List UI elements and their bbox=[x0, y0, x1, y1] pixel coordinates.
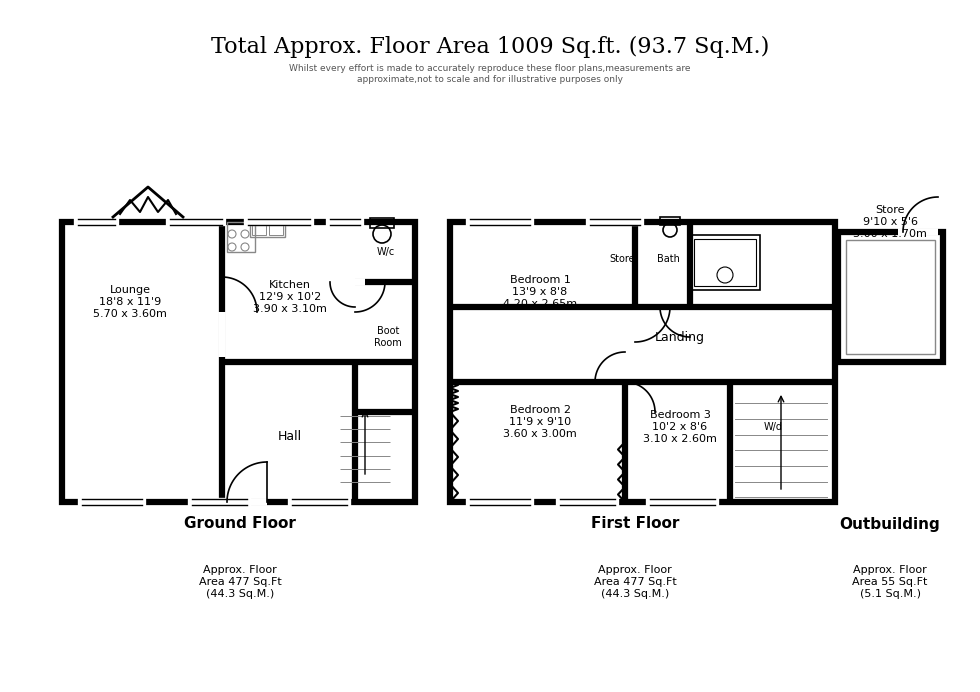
Text: Hall: Hall bbox=[278, 430, 302, 444]
Text: Total Approx. Floor Area 1009 Sq.ft. (93.7 Sq.M.): Total Approx. Floor Area 1009 Sq.ft. (93… bbox=[211, 36, 769, 58]
Text: Approx. Floor
Area 477 Sq.Ft
(44.3 Sq.M.): Approx. Floor Area 477 Sq.Ft (44.3 Sq.M.… bbox=[594, 565, 676, 599]
Bar bbox=[62, 222, 415, 502]
Bar bbox=[227, 222, 255, 252]
Text: Whilst every effort is made to accurately reproduce these floor plans,measuremen: Whilst every effort is made to accuratel… bbox=[289, 64, 691, 84]
Text: Landing: Landing bbox=[655, 331, 705, 343]
Text: Bedroom 1
13'9 x 8'8
4.20 x 2.65m: Bedroom 1 13'9 x 8'8 4.20 x 2.65m bbox=[503, 275, 577, 309]
Bar bbox=[846, 240, 935, 354]
Text: First Floor: First Floor bbox=[591, 516, 679, 531]
Text: Kitchen
12'9 x 10'2
3.90 x 3.10m: Kitchen 12'9 x 10'2 3.90 x 3.10m bbox=[253, 280, 327, 313]
Text: Bedroom 3
10'2 x 8'6
3.10 x 2.60m: Bedroom 3 10'2 x 8'6 3.10 x 2.60m bbox=[643, 410, 717, 444]
Bar bbox=[694, 239, 756, 286]
Text: Bath: Bath bbox=[657, 254, 679, 264]
Text: Store: Store bbox=[610, 254, 635, 264]
Bar bbox=[250, 219, 285, 237]
Text: Approx. Floor
Area 55 Sq.Ft
(5.1 Sq.M.): Approx. Floor Area 55 Sq.Ft (5.1 Sq.M.) bbox=[853, 565, 928, 599]
Bar bbox=[252, 221, 266, 235]
Bar bbox=[838, 232, 943, 362]
Text: Bedroom 2
11'9 x 9'10
3.60 x 3.00m: Bedroom 2 11'9 x 9'10 3.60 x 3.00m bbox=[503, 406, 577, 439]
Bar bbox=[690, 235, 760, 290]
Text: Store
9'10 x 5'6
3.00 x 1.70m: Store 9'10 x 5'6 3.00 x 1.70m bbox=[853, 206, 927, 239]
Text: Ground Floor: Ground Floor bbox=[184, 516, 296, 531]
Text: Approx. Floor
Area 477 Sq.Ft
(44.3 Sq.M.): Approx. Floor Area 477 Sq.Ft (44.3 Sq.M.… bbox=[199, 565, 281, 599]
Text: W/d: W/d bbox=[763, 422, 782, 432]
Bar bbox=[450, 222, 835, 502]
Text: Outbuilding: Outbuilding bbox=[840, 516, 941, 531]
Bar bbox=[370, 218, 394, 228]
Bar bbox=[660, 217, 680, 225]
Bar bbox=[269, 221, 283, 235]
Text: Boot
Room: Boot Room bbox=[374, 326, 402, 348]
Text: Lounge
18'8 x 11'9
5.70 x 3.60m: Lounge 18'8 x 11'9 5.70 x 3.60m bbox=[93, 285, 167, 318]
Text: W/c: W/c bbox=[377, 247, 395, 257]
